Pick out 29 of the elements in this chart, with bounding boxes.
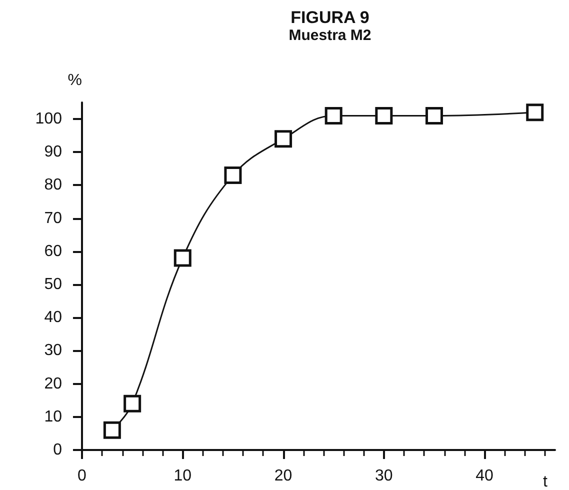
point xyxy=(274,130,292,148)
y-axis-title: % xyxy=(68,72,82,89)
y-tick-label: 0 xyxy=(53,442,62,458)
x-tick-label: 20 xyxy=(274,468,292,484)
y-tick-label: 70 xyxy=(44,210,62,227)
y-tick-label: 50 xyxy=(44,276,62,294)
point xyxy=(124,394,142,412)
y-tick-label: 60 xyxy=(44,242,62,260)
x-tick-label: 40 xyxy=(476,468,494,484)
point xyxy=(103,421,121,439)
y-tick-label: 10 xyxy=(44,408,62,426)
y-tick-label: 30 xyxy=(44,342,62,360)
x-tick-label: 10 xyxy=(174,468,192,484)
y-tick-label: 90 xyxy=(44,144,62,161)
point xyxy=(174,249,192,267)
y-tick-label: 40 xyxy=(44,309,62,326)
y-tick-label: 20 xyxy=(44,375,62,392)
point xyxy=(526,104,544,122)
point xyxy=(224,166,242,184)
x-axis-title: t xyxy=(543,474,548,490)
y-tick-label: 80 xyxy=(44,176,62,194)
x-tick-label: 30 xyxy=(375,468,393,484)
chart-subtitle: Muestra M2 xyxy=(288,27,372,44)
chart-title: FIGURA 9 xyxy=(290,8,370,27)
point xyxy=(425,106,443,124)
point xyxy=(324,106,342,124)
x-tick-label: 0 xyxy=(78,468,87,484)
y-tick-label: 100 xyxy=(35,110,62,128)
point xyxy=(375,106,393,124)
